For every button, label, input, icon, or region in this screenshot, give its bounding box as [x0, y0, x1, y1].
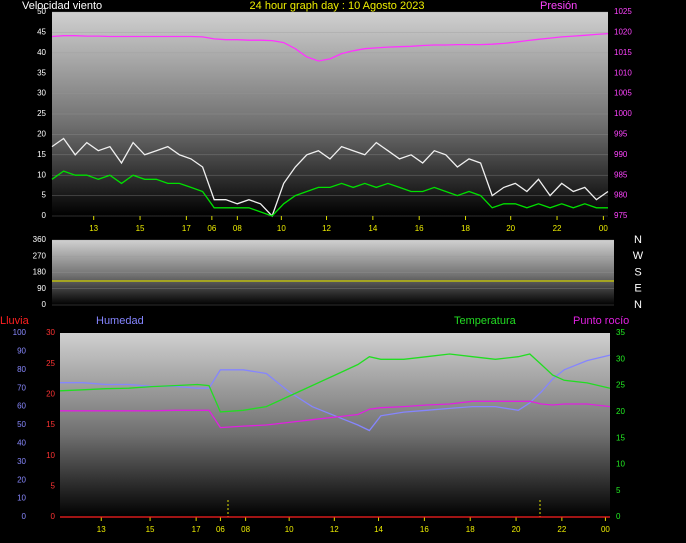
x-tick-label: 20: [512, 525, 521, 534]
y-tick-label: 15: [37, 150, 46, 159]
y-tick-label: 360: [33, 235, 47, 244]
y-tick-label: 20: [46, 389, 55, 398]
y-tick-label: 30: [37, 89, 46, 98]
y-tick-label: 15: [616, 433, 625, 442]
y-tick-label: 10: [46, 451, 55, 460]
legend-label: Lluvia: [0, 315, 30, 327]
x-tick-label: 08: [241, 525, 250, 534]
x-tick-label: 22: [553, 224, 562, 233]
series-line: [60, 400, 611, 429]
y-tick-label: 40: [37, 48, 46, 57]
y-tick-label: 90: [37, 284, 46, 293]
series-line: [59, 353, 611, 413]
chart-title: 24 hour graph day : 10 Agosto 2023: [250, 0, 425, 12]
x-tick-label: 00: [599, 224, 608, 233]
y-tick-label: 60: [17, 402, 26, 411]
x-tick-label: 08: [233, 224, 242, 233]
x-tick-label: 20: [506, 224, 515, 233]
x-tick-label: 06: [207, 224, 216, 233]
wind-label: Velocidad viento: [22, 0, 102, 12]
x-tick-label: 17: [192, 525, 201, 534]
y-tick-label: 50: [17, 420, 26, 429]
legend-label: Temperatura: [454, 315, 517, 327]
legend-label: Humedad: [96, 315, 144, 327]
y-tick-label: 1025: [614, 7, 632, 16]
series-line: [51, 170, 608, 217]
y-tick-label: 1005: [614, 89, 632, 98]
x-tick-label: 16: [420, 525, 429, 534]
series-line: [51, 32, 609, 62]
x-tick-label: 12: [322, 224, 331, 233]
x-tick-label: 17: [182, 224, 191, 233]
x-tick-label: 12: [330, 525, 339, 534]
y-tick-label: 5: [51, 481, 56, 490]
y-tick-label: 70: [17, 383, 26, 392]
temperature-panel: [60, 333, 610, 517]
x-tick-label: 00: [601, 525, 610, 534]
x-tick-label: 10: [285, 525, 294, 534]
x-tick-label: 13: [97, 525, 106, 534]
compass-label: N: [634, 234, 642, 246]
x-tick-label: 10: [277, 224, 286, 233]
y-tick-label: 50: [37, 7, 46, 16]
y-tick-label: 45: [37, 28, 46, 37]
y-tick-label: 10: [17, 494, 26, 503]
x-tick-label: 14: [374, 525, 383, 534]
y-tick-label: 20: [616, 407, 625, 416]
y-tick-label: 0: [22, 512, 27, 521]
y-tick-label: 10: [37, 170, 46, 179]
x-tick-label: 06: [216, 525, 225, 534]
y-tick-label: 1020: [614, 28, 632, 37]
y-tick-label: 20: [17, 475, 26, 484]
x-tick-label: 14: [368, 224, 377, 233]
x-tick-label: 18: [466, 525, 475, 534]
y-tick-label: 35: [616, 328, 625, 337]
y-tick-label: 5: [42, 191, 47, 200]
y-tick-label: 0: [616, 512, 621, 521]
y-tick-label: 30: [46, 328, 55, 337]
y-tick-label: 30: [17, 457, 26, 466]
y-tick-label: 0: [42, 300, 47, 309]
y-tick-label: 30: [616, 354, 625, 363]
compass-label: W: [633, 250, 644, 262]
y-tick-label: 990: [614, 150, 628, 159]
y-tick-label: 5: [616, 486, 621, 495]
y-tick-label: 80: [17, 365, 26, 374]
x-tick-label: 22: [557, 525, 566, 534]
y-tick-label: 1000: [614, 109, 632, 118]
y-tick-label: 1015: [614, 48, 632, 57]
series-line: [51, 137, 609, 218]
compass-label: N: [634, 299, 642, 311]
legend-label: Punto rocío: [573, 315, 629, 327]
y-tick-label: 0: [42, 211, 47, 220]
y-tick-label: 10: [616, 460, 625, 469]
y-tick-label: 100: [13, 328, 27, 337]
pressure-label: Presión: [540, 0, 577, 12]
compass-label: S: [634, 266, 641, 278]
y-tick-label: 15: [46, 420, 55, 429]
y-tick-label: 980: [614, 191, 628, 200]
x-tick-label: 15: [136, 224, 145, 233]
y-tick-label: 270: [33, 251, 47, 260]
x-tick-label: 16: [415, 224, 424, 233]
y-tick-label: 180: [33, 268, 47, 277]
y-tick-label: 0: [51, 512, 56, 521]
y-tick-label: 1010: [614, 68, 632, 77]
y-tick-label: 20: [37, 130, 46, 139]
y-tick-label: 995: [614, 130, 628, 139]
x-tick-label: 13: [89, 224, 98, 233]
y-tick-label: 90: [17, 347, 26, 356]
y-tick-label: 40: [17, 439, 26, 448]
y-tick-label: 35: [37, 68, 46, 77]
y-tick-label: 975: [614, 211, 628, 220]
x-tick-label: 15: [146, 525, 155, 534]
y-tick-label: 985: [614, 170, 628, 179]
x-tick-label: 18: [461, 224, 470, 233]
compass-label: E: [634, 283, 641, 295]
y-tick-label: 25: [37, 109, 46, 118]
y-tick-label: 25: [616, 381, 625, 390]
y-tick-label: 25: [46, 359, 55, 368]
